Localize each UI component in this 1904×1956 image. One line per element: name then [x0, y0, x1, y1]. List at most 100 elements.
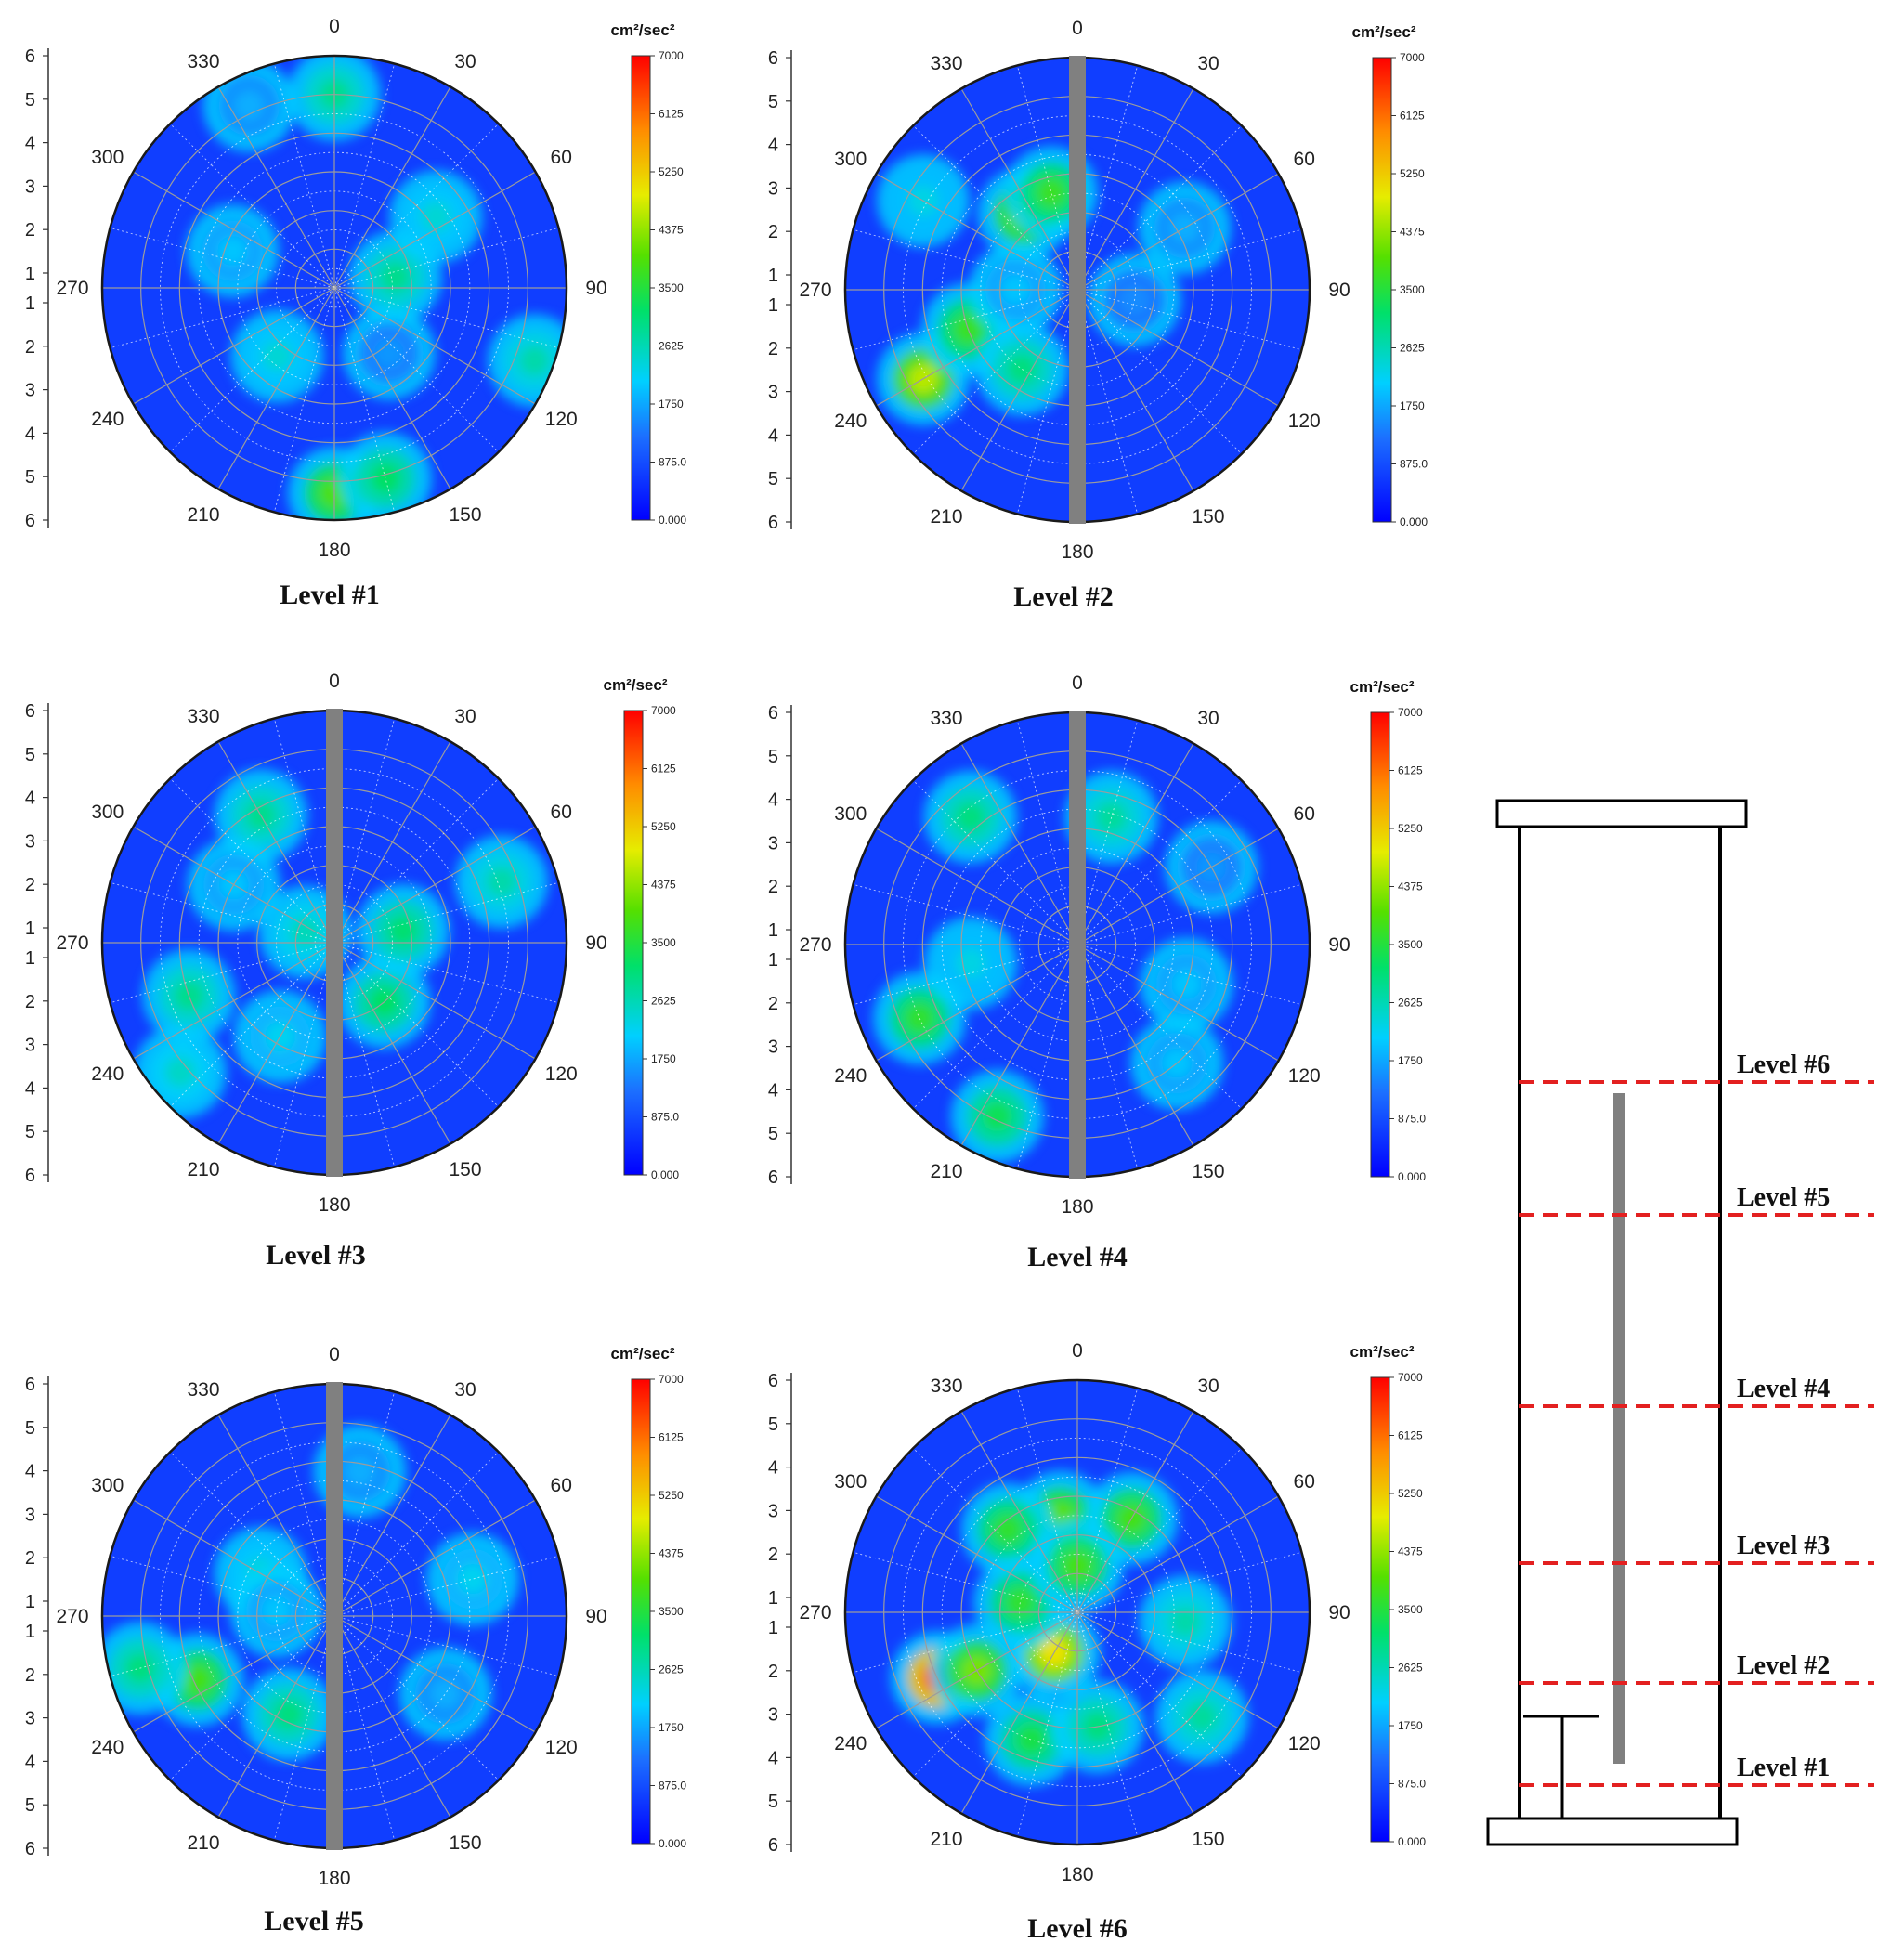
- minor-spoke: [1076, 124, 1243, 291]
- schematic-level-label: Level #5: [1737, 1183, 1830, 1212]
- radial-tick-label: 6: [768, 48, 778, 69]
- angle-label: 0: [329, 1344, 340, 1365]
- colorbar-tick-label: 0.000: [659, 1837, 686, 1850]
- grid-spoke: [217, 1615, 335, 1818]
- angle-label: 240: [91, 1737, 124, 1758]
- angle-label: 0: [329, 671, 340, 692]
- angle-label: 240: [91, 409, 124, 430]
- contour-hotspot: [182, 1664, 213, 1695]
- colorbar-tick-label: 3500: [659, 281, 684, 294]
- radial-tick-label: 2: [25, 992, 35, 1012]
- polar-panels: 0306090120150180210240270300330654321123…: [25, 16, 1428, 1944]
- colorbar-gradient: [1370, 1376, 1390, 1843]
- angle-label: 180: [318, 1194, 350, 1216]
- colorbar-tick-label: 875.0: [1398, 1113, 1426, 1126]
- contour-hotspot: [373, 337, 405, 369]
- radial-tick-label: 2: [768, 1545, 778, 1565]
- minor-spoke: [273, 1615, 335, 1841]
- radial-tick-label: 5: [768, 1792, 778, 1812]
- minor-spoke: [169, 1451, 335, 1617]
- angle-label: 180: [1061, 541, 1093, 563]
- colorbar-gradient: [623, 710, 644, 1176]
- angle-label: 90: [1328, 934, 1350, 956]
- minor-spoke: [1076, 944, 1243, 1110]
- minor-spoke: [169, 1615, 335, 1781]
- angle-label: 240: [834, 411, 867, 432]
- contour-hotspot: [1186, 1702, 1218, 1732]
- angle-label: 300: [834, 803, 867, 825]
- minor-spoke: [110, 1615, 335, 1677]
- radial-tick-label: 6: [25, 1166, 35, 1186]
- level-title: Level #6: [1027, 1913, 1127, 1944]
- colorbar-tick-label: 3500: [659, 1605, 684, 1618]
- colorbar-tick-label: 4375: [1398, 880, 1423, 893]
- colorbar-tick-label: 4375: [651, 879, 676, 892]
- radial-tick-label: 6: [768, 1835, 778, 1856]
- minor-spoke: [1076, 944, 1139, 1169]
- radial-tick-label: 4: [768, 1080, 778, 1101]
- radial-axis: 6 5 4 3 2 1 1 2 3 4 5 6: [25, 1375, 49, 1859]
- contour-hotspot: [486, 867, 517, 897]
- colorbar-tick-label: 2625: [1398, 1662, 1423, 1675]
- colorbar-tick-label: 875.0: [1400, 458, 1428, 471]
- polar-panel-1: 0 30 60 90 120 150 180 210 240 270 300 330 6 5 4 3 2 1 1 2 3…: [25, 16, 686, 610]
- radial-tick-label: 2: [25, 875, 35, 895]
- grid-spoke: [876, 1611, 1078, 1729]
- colorbar-tick-label: 5250: [659, 1489, 684, 1502]
- contour-hotspot: [457, 1563, 489, 1595]
- radial-tick-label: 6: [25, 1839, 35, 1859]
- angle-label: 150: [449, 504, 481, 526]
- minor-spoke: [169, 942, 335, 1108]
- minor-spoke: [273, 718, 335, 944]
- contour-hotspot: [345, 1455, 375, 1487]
- radial-tick-label: 5: [768, 92, 778, 112]
- grid-spoke: [876, 1495, 1078, 1613]
- minor-spoke: [1076, 779, 1243, 945]
- minor-spoke: [1076, 289, 1302, 351]
- grid-spoke: [1076, 289, 1194, 491]
- contour-hotspot: [1015, 1724, 1047, 1755]
- shaft-bar: [1069, 711, 1086, 1179]
- angle-label: 90: [1328, 280, 1350, 301]
- colorbar-tick-label: 1750: [1400, 399, 1425, 412]
- radial-tick-label: 1: [768, 1618, 778, 1638]
- minor-spoke: [1076, 1611, 1302, 1674]
- schematic-level-label: Level #3: [1737, 1532, 1830, 1560]
- angle-label: 150: [1192, 1829, 1224, 1850]
- minor-spoke: [1016, 1611, 1078, 1837]
- minor-spoke: [333, 1615, 500, 1781]
- grid-spoke: [876, 828, 1078, 945]
- radial-tick-label: 5: [25, 1122, 35, 1142]
- angle-label: 0: [1072, 672, 1083, 694]
- minor-spoke: [110, 1555, 335, 1617]
- radial-tick-label: 3: [25, 381, 35, 401]
- shaft-bar: [326, 709, 343, 1177]
- grid-spoke: [133, 1615, 335, 1733]
- angle-label: 150: [1192, 506, 1224, 528]
- colorbar-tick-label: 6125: [1400, 110, 1425, 123]
- angle-label: 60: [1294, 149, 1315, 170]
- radial-tick-label: 1: [768, 266, 778, 286]
- angle-label: 330: [187, 51, 219, 72]
- radial-tick-label: 2: [25, 337, 35, 358]
- contour-hotspot: [519, 346, 550, 376]
- radial-tick-label: 2: [25, 1665, 35, 1686]
- minor-spoke: [1016, 65, 1078, 291]
- minor-spoke: [912, 124, 1078, 291]
- grid-spoke: [333, 741, 451, 944]
- angle-label: 30: [1197, 53, 1219, 74]
- grid-spoke: [333, 1499, 536, 1617]
- radial-tick-label: 2: [768, 994, 778, 1014]
- radial-tick-label: 5: [768, 1124, 778, 1144]
- angle-label: 60: [1294, 1471, 1315, 1493]
- angle-label: 300: [834, 1471, 867, 1493]
- polar-rim: [843, 1378, 1311, 1846]
- radial-tick-label: 5: [25, 745, 35, 765]
- colorbar-tick-label: 7000: [1400, 51, 1425, 64]
- angle-label: 30: [454, 1379, 476, 1401]
- minor-spoke: [169, 123, 335, 289]
- angle-label: 330: [187, 1379, 219, 1401]
- angle-label: 330: [930, 53, 962, 74]
- radial-tick-label: 1: [25, 1592, 35, 1612]
- grid-spoke: [333, 287, 451, 489]
